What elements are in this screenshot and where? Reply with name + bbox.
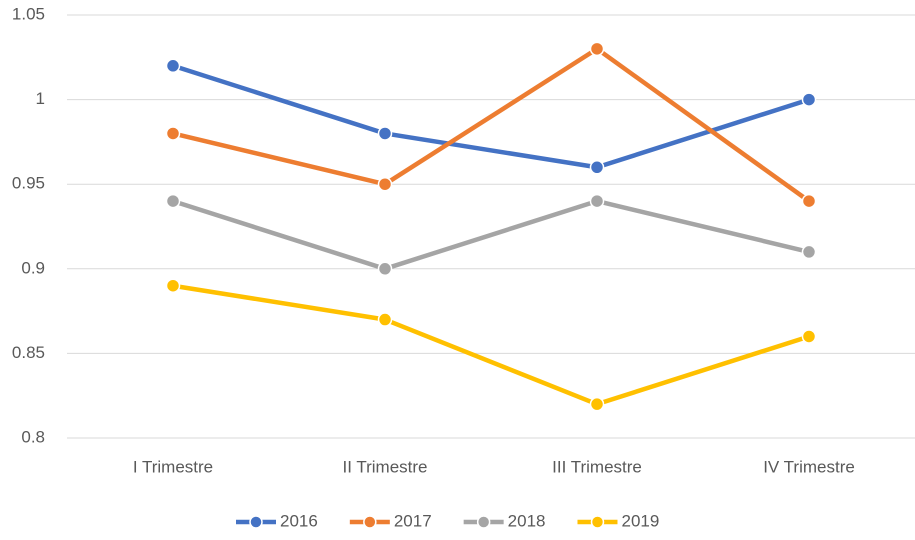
series-line [172,46,811,203]
legend-marker [476,515,491,529]
data-point [589,396,605,412]
data-point [377,312,393,327]
data-point [377,261,393,277]
y-tick-label: 1.05 [12,4,45,23]
data-point [377,176,393,192]
y-tick-label: 0.8 [21,427,45,446]
legend-marker [590,515,605,529]
legend-marker [363,515,377,529]
legend-label: 2017 [394,511,432,530]
x-tick-label: I Trimestre [133,457,213,476]
data-point [165,58,181,74]
data-point [801,329,817,344]
data-point [589,193,605,209]
data-point [801,92,817,107]
legend-label: 2019 [621,511,659,530]
data-point [165,193,181,209]
data-point [589,160,605,175]
legend-label: 2018 [508,511,546,530]
data-point [801,193,817,209]
data-point [589,41,605,57]
data-point [801,244,817,260]
x-tick-label: II Trimestre [342,457,427,476]
data-point [377,126,393,141]
series-line [172,63,810,170]
y-tick-label: 1 [36,89,45,108]
x-tick-label: III Trimestre [552,457,642,476]
y-tick-label: 0.9 [21,258,45,277]
legend-label: 2016 [280,511,318,530]
y-tick-label: 0.85 [12,343,45,362]
data-point [165,278,181,293]
series-line [172,283,810,407]
data-point [165,126,181,141]
series-line [172,198,810,272]
x-tick-label: IV Trimestre [763,457,855,476]
legend-marker [249,515,263,529]
y-tick-label: 0.95 [12,174,45,193]
